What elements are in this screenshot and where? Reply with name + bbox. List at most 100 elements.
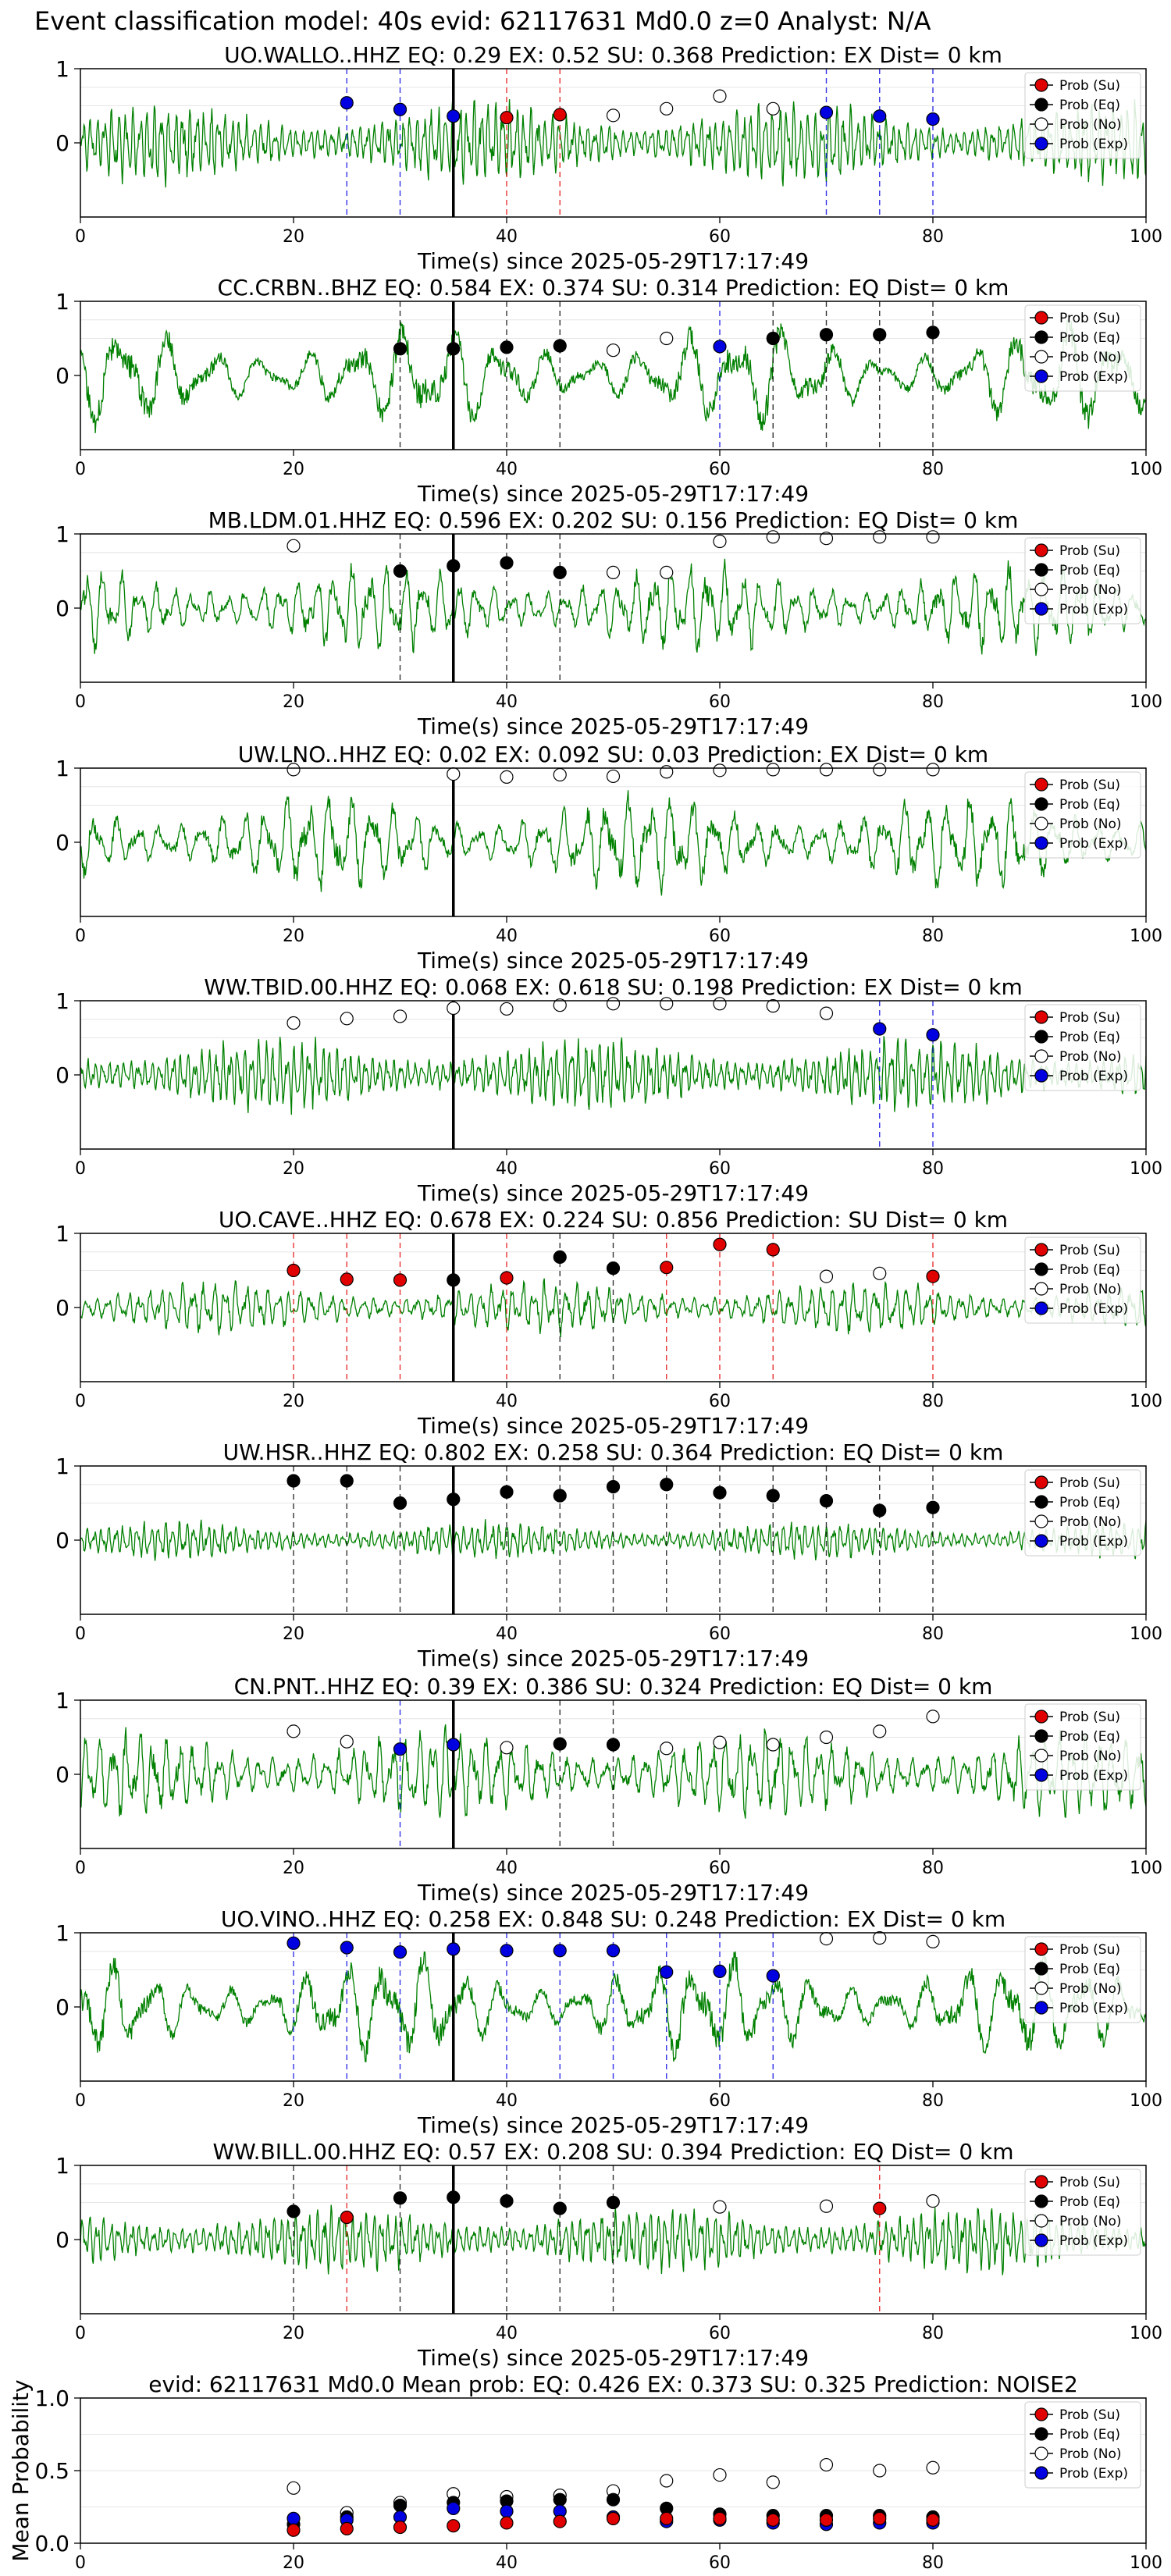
panel-title: CN.PNT..HHZ EQ: 0.39 EX: 0.386 SU: 0.324…	[234, 1674, 993, 1699]
legend-marker	[1034, 2466, 1048, 2480]
axes-frame	[80, 301, 1147, 450]
prob-marker-no	[287, 539, 301, 553]
panel-title: UO.CAVE..HHZ EQ: 0.678 EX: 0.224 SU: 0.8…	[219, 1207, 1008, 1233]
x-tick-label: 80	[922, 1159, 944, 1179]
x-tick-label: 60	[709, 1392, 731, 1411]
x-tick-label: 0	[75, 2091, 86, 2111]
legend-label: Prob (No)	[1059, 2214, 1122, 2229]
legend-marker	[1034, 543, 1048, 557]
prob-marker-eq	[606, 1738, 621, 1752]
legend-marker	[1034, 2233, 1048, 2247]
legend-label: Prob (No)	[1059, 1514, 1122, 1530]
panel-legend: Prob (Su) Prob (Eq) Prob (No) Prob (Exp)	[1024, 1469, 1141, 1557]
y-axis-label: Mean Probability	[8, 2379, 34, 2561]
panel-title: UO.WALLO..HHZ EQ: 0.29 EX: 0.52 SU: 0.36…	[224, 42, 1002, 68]
x-tick-label: 60	[709, 2553, 731, 2573]
x-axis-label: Time(s) since 2025-05-29T17:17:49	[417, 1413, 809, 1439]
prob-marker-eq	[766, 1489, 780, 1503]
axes-frame	[80, 68, 1147, 218]
x-tick-label: 100	[1130, 1159, 1162, 1179]
legend-label: Prob (Exp)	[1059, 1534, 1128, 1550]
legend-marker	[1034, 330, 1048, 344]
panel-title: UO.VINO..HHZ EQ: 0.258 EX: 0.848 SU: 0.2…	[221, 1906, 1005, 1932]
x-tick-label: 60	[709, 1859, 731, 1878]
prob-marker-su	[340, 2210, 354, 2225]
prob-marker-exp	[553, 1944, 567, 1958]
y-tick-label: 0.0	[34, 2531, 69, 2556]
legend-frame	[1024, 1936, 1141, 2023]
legend-marker	[1034, 78, 1048, 92]
legend-label: Prob (Su)	[1059, 777, 1120, 793]
legend-marker	[1034, 1475, 1048, 1489]
legend-frame	[1024, 1703, 1141, 1791]
axes-frame	[80, 2165, 1147, 2314]
prob-marker-exp	[713, 1964, 727, 1978]
prob-marker-no	[819, 1932, 834, 1946]
prob-marker-exp	[660, 1965, 674, 1979]
legend-marker	[1034, 350, 1048, 364]
x-tick-label: 100	[1130, 1624, 1162, 1644]
prob-marker-eq	[873, 1503, 887, 1517]
x-tick-label: 20	[283, 1392, 304, 1411]
prob-marker-eq	[766, 331, 780, 346]
waveform-trace	[80, 1951, 1146, 2062]
prob-marker-exp	[393, 1742, 408, 1756]
legend-label: Prob (Su)	[1059, 1243, 1120, 1258]
legend-label: Prob (No)	[1059, 117, 1122, 133]
prob-marker-eq	[500, 556, 514, 570]
prob-marker-eq	[606, 2195, 621, 2210]
x-tick-label: 60	[709, 1159, 731, 1179]
x-tick-label: 40	[496, 1392, 518, 1411]
legend-marker	[1034, 1243, 1048, 1257]
x-tick-label: 40	[496, 1159, 518, 1179]
x-tick-label: 100	[1130, 1859, 1162, 1878]
mean-prob-marker-exp	[500, 2504, 514, 2518]
x-tick-label: 20	[283, 2091, 304, 2111]
prob-marker-eq	[340, 1474, 354, 1488]
legend-label: Prob (Eq)	[1059, 2194, 1120, 2210]
legend-marker	[1034, 2407, 1048, 2421]
prob-marker-exp	[606, 1944, 621, 1958]
mean-prob-marker-eq	[393, 2499, 408, 2513]
prob-marker-eq	[500, 2194, 514, 2208]
panel-title: WW.TBID.00.HHZ EQ: 0.068 EX: 0.618 SU: 0…	[204, 974, 1023, 1000]
x-axis-label: Time(s) since 2025-05-29T17:17:49	[417, 1646, 809, 1671]
prob-marker-su	[926, 1269, 940, 1283]
prob-marker-no	[606, 997, 621, 1011]
prob-marker-no	[340, 1012, 354, 1026]
legend-label: Prob (Eq)	[1059, 1962, 1120, 1977]
legend-marker	[1034, 1069, 1048, 1083]
prob-marker-exp	[926, 1028, 940, 1042]
prob-marker-no	[819, 1006, 834, 1020]
prob-marker-eq	[553, 1737, 567, 1751]
legend-marker	[1034, 117, 1048, 131]
prob-marker-eq	[393, 2191, 408, 2205]
legend-marker	[1034, 1262, 1048, 1276]
legend-marker	[1034, 2214, 1048, 2228]
waveform-trace	[80, 98, 1146, 188]
prob-marker-no	[766, 1738, 780, 1752]
waveform-trace	[80, 318, 1146, 433]
prob-marker-su	[287, 1263, 301, 1278]
x-tick-label: 40	[496, 1859, 518, 1878]
mean-prob-marker-su	[926, 2513, 940, 2527]
legend-marker	[1034, 98, 1048, 112]
prob-marker-no	[447, 767, 461, 781]
prob-marker-no	[660, 101, 674, 116]
prob-marker-no	[500, 1002, 514, 1016]
legend-label: Prob (Su)	[1059, 78, 1120, 94]
x-tick-label: 20	[283, 1159, 304, 1179]
mean-prob-marker-eq	[606, 2492, 621, 2507]
prob-marker-su	[393, 1273, 408, 1287]
x-tick-label: 100	[1130, 2324, 1162, 2343]
legend-marker	[1034, 1301, 1048, 1315]
x-tick-label: 0	[75, 1159, 86, 1179]
prob-marker-no	[340, 1735, 354, 1749]
x-tick-label: 100	[1130, 227, 1162, 247]
x-tick-label: 20	[283, 460, 304, 479]
panel-legend: Prob (Su) Prob (Eq) Prob (No) Prob (Exp)	[1024, 771, 1141, 859]
x-axis-label: Time(s) since 2025-05-29T17:17:49	[417, 2345, 809, 2371]
axes-frame	[80, 533, 1147, 683]
legend-marker	[1034, 602, 1048, 616]
prob-marker-eq	[553, 1250, 567, 1265]
